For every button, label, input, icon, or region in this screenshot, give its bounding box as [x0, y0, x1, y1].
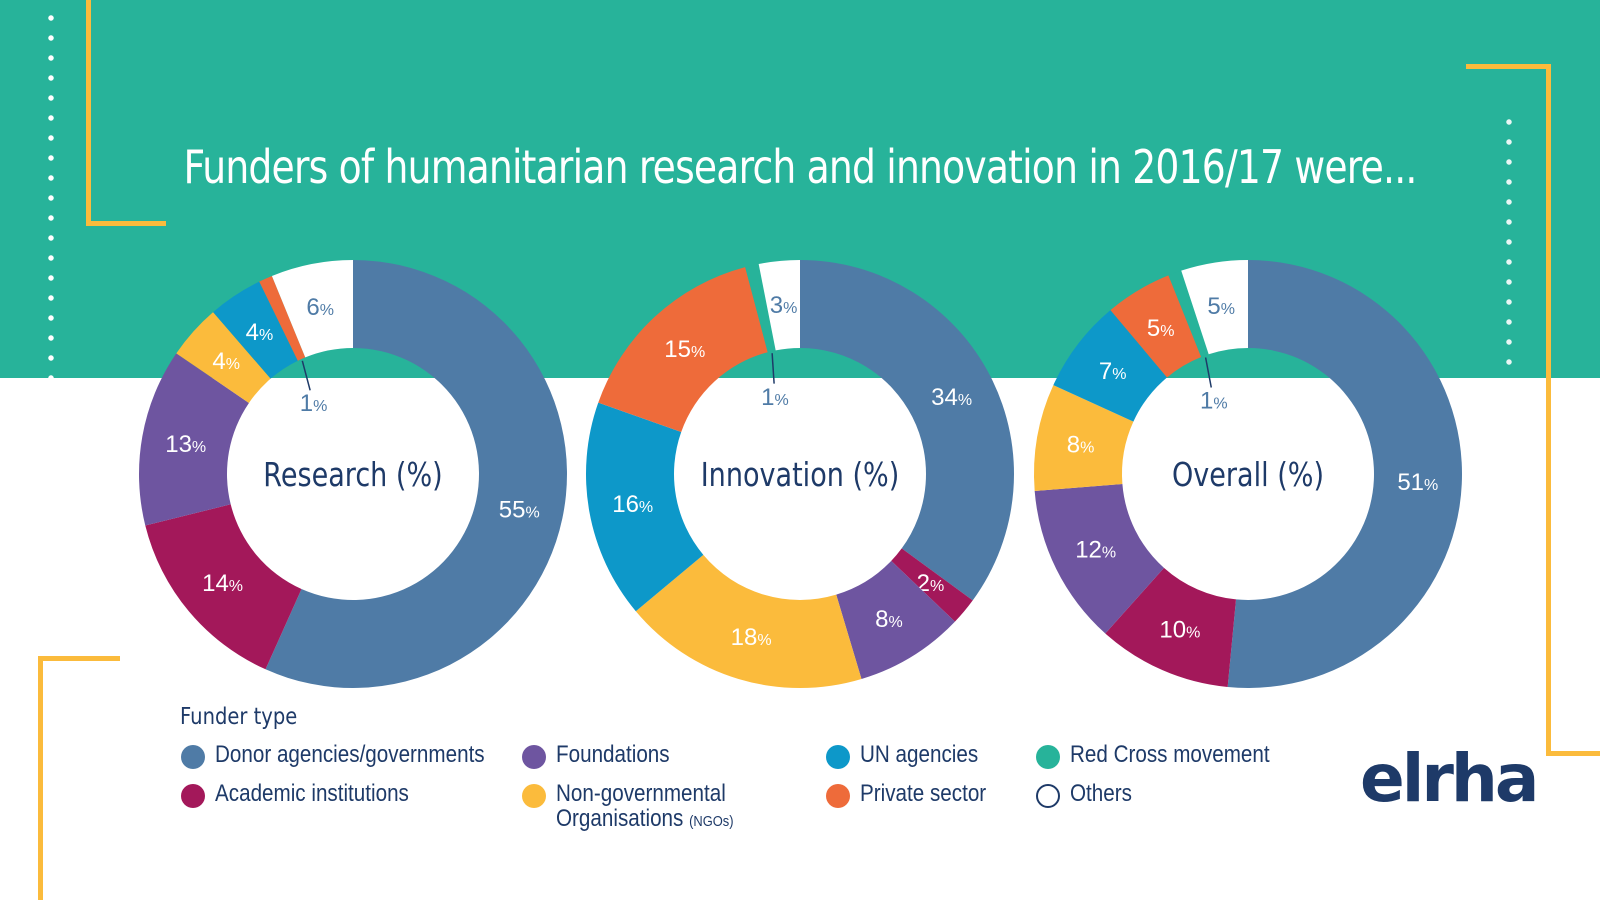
slice-label-un-agencies: 7% [1099, 358, 1127, 385]
legend-label-un: UN agencies [860, 741, 979, 768]
slice-un-agencies [585, 402, 704, 612]
slice-label-un-agencies: 4% [246, 319, 274, 346]
leader-line [771, 353, 775, 384]
legend-label-ngo-suffix: (NGOs) [689, 813, 734, 830]
slice-red-cross-movement [745, 264, 776, 353]
donut-overall: 51% 10% 12% 8% 7% 5% 1% 5% Overall (%) [1034, 260, 1462, 689]
leader-line [1204, 357, 1213, 388]
legend-swatch-academic [181, 784, 205, 808]
legend-swatch-red-cross [1036, 745, 1060, 769]
slice-label-un-agencies: 16% [612, 491, 653, 518]
legend-label-foundations: Foundations [556, 741, 670, 768]
decor-bracket-top-left [86, 0, 91, 226]
elrha-logo: elrha [1360, 740, 1539, 817]
legend-title: Funder type [180, 704, 298, 730]
slice-others [271, 260, 353, 358]
legend-item-foundations: Foundations [522, 742, 688, 769]
center-label-research: Research (%) [263, 456, 442, 494]
slice-label-foundations: 8% [875, 606, 903, 633]
legend-label-academic: Academic institutions [215, 780, 409, 807]
slice-label-private-sector: 5% [1147, 315, 1175, 342]
slice-academic-institutions [1105, 567, 1237, 688]
legend-item-private: Private sector [826, 781, 1007, 808]
legend-label-others: Others [1070, 780, 1132, 807]
decor-dots-left [48, 8, 54, 408]
decor-bracket-bottom-left [38, 656, 120, 661]
legend-swatch-private [826, 784, 850, 808]
slice-label-non-governmental-organisations-ngos: 4% [212, 348, 240, 375]
legend-item-academic: Academic institutions [181, 781, 440, 808]
decor-bracket-right-foot [1546, 751, 1600, 756]
slice-un-agencies [1053, 310, 1168, 422]
legend-item-others: Others [1036, 781, 1142, 808]
slice-label-private-sector: 1% [300, 390, 328, 417]
legend-item-un: UN agencies [826, 742, 997, 769]
leader-line [301, 360, 311, 391]
slice-label-academic-institutions: 10% [1159, 617, 1200, 644]
slice-non-governmental-organisations-ngos [635, 554, 862, 688]
slice-private-sector [259, 275, 306, 361]
donut-research: 55% 14% 13% 4%4% 1% 6% Research (%) [138, 260, 567, 688]
legend-label-ngo: Non-governmental Organisations (NGOs) [556, 781, 762, 834]
slice-donor-agencies-governments [1227, 260, 1462, 689]
slice-label-foundations: 13% [165, 431, 206, 458]
slice-academic-institutions [891, 548, 973, 622]
slice-label-donor-agencies-governments: 34% [931, 384, 972, 411]
slice-others [758, 260, 800, 351]
slice-label-private-sector: 15% [664, 336, 705, 363]
decor-bracket-right [1466, 64, 1551, 69]
slice-foundations [138, 353, 249, 526]
decor-bracket-bottom-left-vertical [38, 656, 43, 900]
page-title: Funders of humanitarian research and inn… [183, 140, 1417, 194]
slice-label-donor-agencies-governments: 55% [499, 497, 540, 524]
legend-swatch-foundations [522, 745, 546, 769]
slice-donor-agencies-governments [265, 260, 567, 688]
slice-private-sector [598, 267, 768, 432]
decor-bracket-right-vertical [1546, 64, 1551, 756]
legend-label-private: Private sector [860, 780, 987, 807]
slice-non-governmental-organisations-ngos [1034, 385, 1134, 491]
donut-innovation: 34%2%8%18%16%15%1%3%Innovation (%) [585, 260, 1014, 688]
legend-item-ngo: Non-governmental Organisations (NGOs) [522, 781, 796, 834]
slice-un-agencies [213, 281, 298, 379]
legend-swatch-others [1036, 784, 1060, 808]
slice-label-others: 5% [1207, 293, 1235, 320]
slice-label-others: 3% [770, 292, 798, 319]
slice-label-red-cross-movement: 1% [1200, 388, 1228, 415]
slice-non-governmental-organisations-ngos [176, 312, 271, 403]
slice-foundations [836, 560, 955, 679]
slice-donor-agencies-governments [800, 260, 1014, 601]
legend-item-donor: Donor agencies/governments [181, 742, 529, 769]
legend-swatch-donor [181, 745, 205, 769]
legend-swatch-un [826, 745, 850, 769]
center-label-innovation: Innovation (%) [701, 456, 900, 494]
slice-label-others: 6% [306, 294, 334, 321]
slice-label-non-governmental-organisations-ngos: 8% [1067, 431, 1095, 458]
slice-label-non-governmental-organisations-ngos: 18% [731, 624, 772, 651]
center-label-overall: Overall (%) [1172, 456, 1324, 494]
slice-label-red-cross-movement: 1% [761, 384, 789, 411]
decor-dots-right [1506, 112, 1512, 748]
slice-academic-institutions [145, 504, 302, 670]
slice-label-foundations: 12% [1075, 536, 1116, 563]
legend-item-red-cross: Red Cross movement [1036, 742, 1302, 769]
decor-bracket-top-left-foot [86, 221, 166, 226]
legend-label-ngo-main: Non-governmental Organisations [556, 780, 726, 832]
slice-private-sector [1110, 275, 1202, 378]
slice-label-donor-agencies-governments: 51% [1397, 469, 1438, 496]
slice-red-cross-movement [1168, 270, 1209, 358]
legend-label-red-cross: Red Cross movement [1070, 741, 1270, 768]
slice-foundations [1034, 483, 1164, 634]
legend-swatch-ngo [522, 784, 546, 808]
slice-others [1181, 260, 1248, 355]
legend-label-donor: Donor agencies/governments [215, 741, 485, 768]
slice-label-academic-institutions: 14% [202, 570, 243, 597]
